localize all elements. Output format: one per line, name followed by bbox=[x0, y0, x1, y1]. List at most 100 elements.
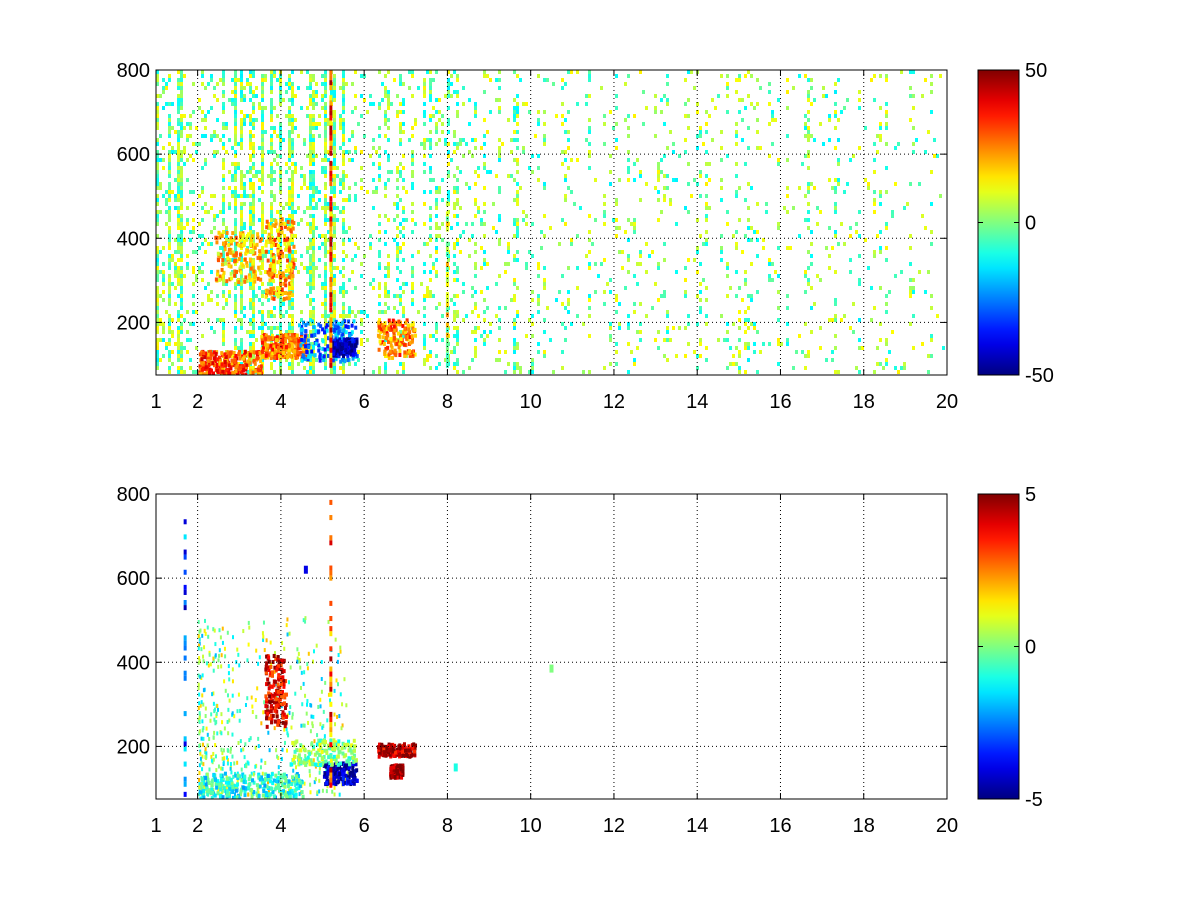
heatmap-cell bbox=[383, 321, 387, 326]
heatmap-cell bbox=[435, 70, 438, 74]
heatmap-cell bbox=[588, 266, 591, 270]
heatmap-cell bbox=[234, 310, 237, 314]
heatmap-cell bbox=[240, 354, 244, 359]
heatmap-cell bbox=[822, 86, 825, 90]
heatmap-cell bbox=[386, 345, 390, 350]
heatmap-cell bbox=[156, 174, 159, 178]
heatmap-cell bbox=[471, 310, 474, 314]
heatmap-cell bbox=[582, 322, 585, 326]
heatmap-cell bbox=[249, 262, 252, 266]
heatmap-cell bbox=[429, 94, 432, 98]
heatmap-cell bbox=[241, 356, 245, 361]
heatmap-cell bbox=[183, 126, 186, 130]
heatmap-cell bbox=[213, 359, 217, 364]
heatmap-cell bbox=[342, 150, 345, 154]
heatmap-cell bbox=[281, 221, 285, 226]
heatmap-cell bbox=[222, 250, 225, 254]
heatmap-cell bbox=[279, 214, 282, 218]
heatmap-cell bbox=[705, 194, 708, 198]
heatmap-cell bbox=[909, 182, 912, 186]
heatmap-cell bbox=[210, 78, 213, 82]
heatmap-cell bbox=[810, 330, 813, 334]
heatmap-cell bbox=[302, 355, 306, 360]
heatmap-cell bbox=[402, 306, 405, 310]
heatmap-cell bbox=[384, 94, 387, 98]
heatmap-cell bbox=[498, 326, 501, 330]
heatmap-cell bbox=[156, 246, 159, 250]
heatmap-cell bbox=[234, 154, 237, 158]
heatmap-cell bbox=[189, 190, 192, 194]
heatmap-cell bbox=[282, 206, 285, 210]
heatmap-cell bbox=[335, 348, 339, 353]
heatmap-cell bbox=[229, 236, 233, 241]
heatmap-cell bbox=[234, 162, 237, 166]
heatmap-cell bbox=[264, 74, 267, 78]
heatmap-cell bbox=[309, 98, 312, 102]
heatmap-cell bbox=[324, 286, 327, 290]
heatmap-cell bbox=[720, 258, 723, 262]
heatmap-cell bbox=[474, 242, 477, 246]
heatmap-cell bbox=[329, 302, 333, 308]
heatmap-cell bbox=[663, 290, 666, 294]
heatmap-cell bbox=[222, 322, 225, 326]
heatmap-cell bbox=[435, 238, 438, 242]
heatmap-cell bbox=[266, 258, 270, 263]
heatmap-cell bbox=[423, 242, 426, 246]
heatmap-cell bbox=[519, 186, 522, 190]
heatmap-cell bbox=[198, 106, 201, 110]
heatmap-cell bbox=[879, 194, 882, 198]
heatmap-cell bbox=[252, 102, 255, 106]
heatmap-cell bbox=[552, 82, 555, 86]
heatmap-cell bbox=[432, 178, 435, 182]
heatmap-cell bbox=[213, 150, 216, 154]
heatmap-cell bbox=[195, 278, 198, 282]
heatmap-cell bbox=[423, 262, 426, 266]
heatmap-cell bbox=[273, 358, 276, 362]
heatmap-cell bbox=[777, 226, 780, 230]
heatmap-cell bbox=[327, 230, 330, 234]
heatmap-cell bbox=[261, 126, 264, 130]
heatmap-cell bbox=[360, 166, 363, 170]
heatmap-cell bbox=[930, 338, 933, 342]
heatmap-cell bbox=[249, 366, 252, 370]
heatmap-cell bbox=[174, 262, 177, 266]
heatmap-cell bbox=[174, 286, 177, 290]
heatmap-cell bbox=[249, 154, 252, 158]
heatmap-cell bbox=[768, 90, 771, 94]
heatmap-cell bbox=[207, 363, 211, 368]
heatmap-cell bbox=[288, 302, 291, 306]
heatmap-cell bbox=[858, 318, 861, 322]
heatmap-cell bbox=[411, 182, 414, 186]
heatmap-cell bbox=[234, 353, 238, 358]
heatmap-cell bbox=[244, 372, 248, 375]
heatmap-cell bbox=[291, 90, 294, 94]
heatmap-cell bbox=[342, 138, 345, 142]
heatmap-cell bbox=[879, 190, 882, 194]
heatmap-cell bbox=[510, 138, 513, 142]
heatmap-cell bbox=[435, 110, 438, 114]
heatmap-cell bbox=[278, 259, 282, 264]
heatmap-cell bbox=[241, 243, 245, 248]
heatmap-cell bbox=[320, 676, 323, 681]
heatmap-cell bbox=[221, 258, 225, 263]
heatmap-cell bbox=[243, 222, 246, 226]
heatmap-cell bbox=[276, 210, 279, 214]
heatmap-cell bbox=[474, 198, 477, 202]
heatmap-cell bbox=[258, 102, 261, 106]
heatmap-cell bbox=[408, 330, 412, 335]
heatmap-cell bbox=[588, 314, 591, 318]
heatmap-cell bbox=[423, 314, 426, 318]
heatmap-cell bbox=[247, 273, 251, 278]
heatmap-cell bbox=[465, 222, 468, 226]
heatmap-cell bbox=[404, 343, 408, 348]
heatmap-cell bbox=[250, 277, 254, 282]
heatmap-cell bbox=[180, 70, 183, 74]
heatmap-cell bbox=[453, 142, 456, 146]
heatmap-cell bbox=[162, 274, 165, 278]
heatmap-cell bbox=[834, 234, 837, 238]
heatmap-cell bbox=[663, 174, 666, 178]
heatmap-cell bbox=[221, 275, 225, 280]
heatmap-cell bbox=[270, 98, 273, 102]
heatmap-cell bbox=[735, 242, 738, 246]
heatmap-cell bbox=[870, 78, 873, 82]
